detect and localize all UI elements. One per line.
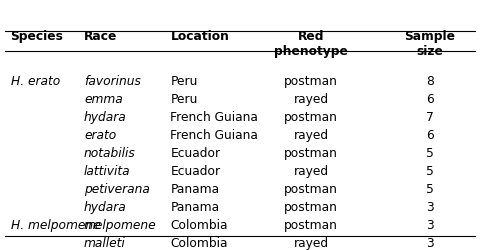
Text: French Guiana: French Guiana: [170, 111, 258, 124]
Text: Red
phenotype: Red phenotype: [274, 30, 348, 58]
Text: postman: postman: [284, 111, 338, 124]
Text: Panama: Panama: [170, 201, 219, 214]
Text: postman: postman: [284, 201, 338, 214]
Text: melpomene: melpomene: [84, 219, 156, 232]
Text: Peru: Peru: [170, 93, 198, 106]
Text: hydara: hydara: [84, 201, 127, 214]
Text: postman: postman: [284, 147, 338, 160]
Text: petiverana: petiverana: [84, 183, 150, 196]
Text: Ecuador: Ecuador: [170, 147, 220, 160]
Text: 3: 3: [426, 219, 433, 232]
Text: Peru: Peru: [170, 75, 198, 88]
Text: 6: 6: [426, 93, 433, 106]
Text: favorinus: favorinus: [84, 75, 141, 88]
Text: rayed: rayed: [293, 93, 329, 106]
Text: postman: postman: [284, 219, 338, 232]
Text: Ecuador: Ecuador: [170, 165, 220, 178]
Text: Location: Location: [170, 30, 229, 43]
Text: French Guiana: French Guiana: [170, 129, 258, 142]
Text: H. erato: H. erato: [11, 75, 60, 88]
Text: 5: 5: [426, 147, 433, 160]
Text: malleti: malleti: [84, 237, 126, 250]
Text: notabilis: notabilis: [84, 147, 136, 160]
Text: 5: 5: [426, 183, 433, 196]
Text: rayed: rayed: [293, 237, 329, 250]
Text: hydara: hydara: [84, 111, 127, 124]
Text: 6: 6: [426, 129, 433, 142]
Text: Sample
size: Sample size: [404, 30, 455, 58]
Text: 8: 8: [426, 75, 433, 88]
Text: Colombia: Colombia: [170, 237, 228, 250]
Text: rayed: rayed: [293, 129, 329, 142]
Text: Species: Species: [11, 30, 63, 43]
Text: 3: 3: [426, 237, 433, 250]
Text: H. melpomene: H. melpomene: [11, 219, 100, 232]
Text: Colombia: Colombia: [170, 219, 228, 232]
Text: lattivita: lattivita: [84, 165, 131, 178]
Text: 5: 5: [426, 165, 433, 178]
Text: erato: erato: [84, 129, 116, 142]
Text: 3: 3: [426, 201, 433, 214]
Text: emma: emma: [84, 93, 123, 106]
Text: 7: 7: [426, 111, 433, 124]
Text: Race: Race: [84, 30, 118, 43]
Text: Panama: Panama: [170, 183, 219, 196]
Text: postman: postman: [284, 75, 338, 88]
Text: postman: postman: [284, 183, 338, 196]
Text: rayed: rayed: [293, 165, 329, 178]
